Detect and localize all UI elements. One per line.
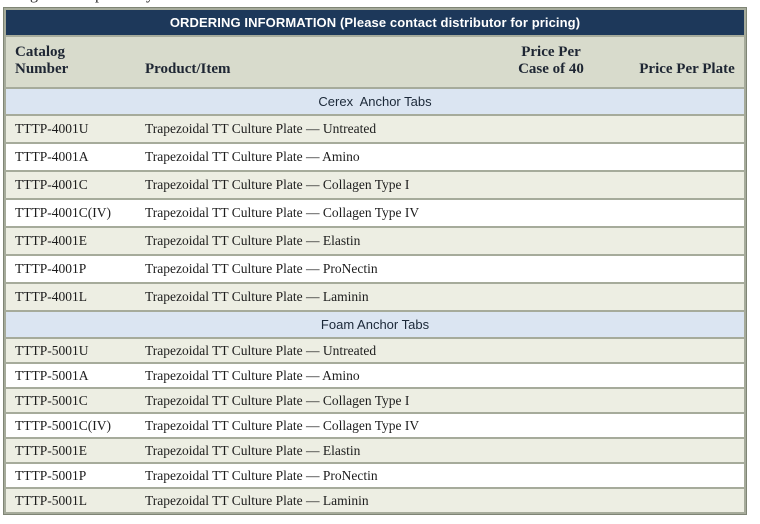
section-header: Foam Anchor Tabs: [6, 312, 744, 337]
cell-product: Trapezoidal TT Culture Plate — ProNectin: [145, 467, 378, 483]
cropped-text-line: g p y: [0, 0, 760, 7]
cell-product: Trapezoidal TT Culture Plate — Amino: [145, 367, 360, 383]
cropped-glyph: y: [146, 0, 154, 4]
cell-product: Trapezoidal TT Culture Plate — Laminin: [145, 289, 369, 304]
cell-product: Trapezoidal TT Culture Plate — Elastin: [145, 442, 361, 458]
cell-catalog: TTTP-4001L: [15, 289, 87, 304]
cell-catalog: TTTP-5001U: [15, 342, 89, 358]
table-row: TTTP-4001A Trapezoidal TT Culture Plate —…: [6, 144, 744, 170]
section-header: Cerex Anchor Tabs: [6, 89, 744, 114]
cell-catalog: TTTP-4001C: [15, 177, 88, 192]
table-row: TTTP-5001A Trapezoidal TT Culture Plate —…: [6, 364, 744, 387]
cell-product: Trapezoidal TT Culture Plate — Collagen …: [145, 417, 420, 433]
cell-catalog: TTTP-4001P: [15, 261, 87, 276]
table-row: TTTP-4001E Trapezoidal TT Culture Plate —…: [6, 228, 744, 254]
cell-product: Trapezoidal TT Culture Plate — Laminin: [145, 492, 369, 508]
table-row: TTTP-5001C Trapezoidal TT Culture Plate —…: [6, 389, 744, 412]
table-row: TTTP-5001P Trapezoidal TT Culture Plate —…: [6, 464, 744, 487]
cell-catalog: TTTP-5001P: [15, 467, 87, 483]
cell-catalog: TTTP-5001C: [15, 392, 88, 408]
cell-product: Trapezoidal TT Culture Plate — Collagen …: [145, 177, 410, 192]
cropped-glyph: g: [30, 0, 38, 4]
column-header-catalog: Catalog Number: [15, 43, 69, 77]
cell-catalog: TTTP-5001E: [15, 442, 87, 458]
table-row: TTTP-4001P Trapezoidal TT Culture Plate —…: [6, 256, 744, 282]
cell-catalog: TTTP-4001U: [15, 121, 89, 136]
cell-catalog: TTTP-5001C(IV): [15, 417, 111, 433]
cell-product: Trapezoidal TT Culture Plate — Collagen …: [145, 392, 410, 408]
cell-product: Trapezoidal TT Culture Plate — Collagen …: [145, 205, 420, 220]
table-row: TTTP-5001C(IV) Trapezoidal TT Culture Pla…: [6, 414, 744, 437]
table-body: Cerex Anchor Tabs TTTP-4001U Trapezoidal T…: [6, 89, 744, 512]
column-header-product: Product/Item: [145, 60, 231, 77]
table-row: TTTP-5001E Trapezoidal TT Culture Plate —…: [6, 439, 744, 462]
table-row: TTTP-5001L Trapezoidal TT Culture Plate —…: [6, 489, 744, 512]
table-row: TTTP-4001C(IV) Trapezoidal TT Culture Pla…: [6, 200, 744, 226]
cell-product: Trapezoidal TT Culture Plate — Elastin: [145, 233, 361, 248]
cell-product: Trapezoidal TT Culture Plate — ProNectin: [145, 261, 378, 276]
cell-product: Trapezoidal TT Culture Plate — Untreated: [145, 121, 377, 136]
table-row: TTTP-5001U Trapezoidal TT Culture Plate —…: [6, 339, 744, 362]
cell-catalog: TTTP-4001E: [15, 233, 87, 248]
table-row: TTTP-4001L Trapezoidal TT Culture Plate —…: [6, 284, 744, 310]
cropped-glyph: p: [95, 0, 103, 4]
column-header-price_plate: Price Per Plate: [639, 60, 735, 77]
cell-catalog: TTTP-4001A: [15, 149, 89, 164]
table-row: TTTP-4001C Trapezoidal TT Culture Plate —…: [6, 172, 744, 198]
cell-catalog: TTTP-4001C(IV): [15, 205, 111, 220]
cell-catalog: TTTP-5001A: [15, 367, 89, 383]
table-title: ORDERING INFORMATION (Please contact dis…: [6, 10, 744, 35]
ordering-table: ORDERING INFORMATION (Please contact dis…: [3, 7, 747, 515]
table-row: TTTP-4001U Trapezoidal TT Culture Plate —…: [6, 116, 744, 142]
cell-product: Trapezoidal TT Culture Plate — Amino: [145, 149, 360, 164]
cell-catalog: TTTP-5001L: [15, 492, 87, 508]
column-header-price_case: Price Per Case of 40: [518, 43, 584, 77]
header-row: Catalog Number Product/Item Price Per Case…: [6, 37, 744, 87]
cell-product: Trapezoidal TT Culture Plate — Untreated: [145, 342, 377, 358]
